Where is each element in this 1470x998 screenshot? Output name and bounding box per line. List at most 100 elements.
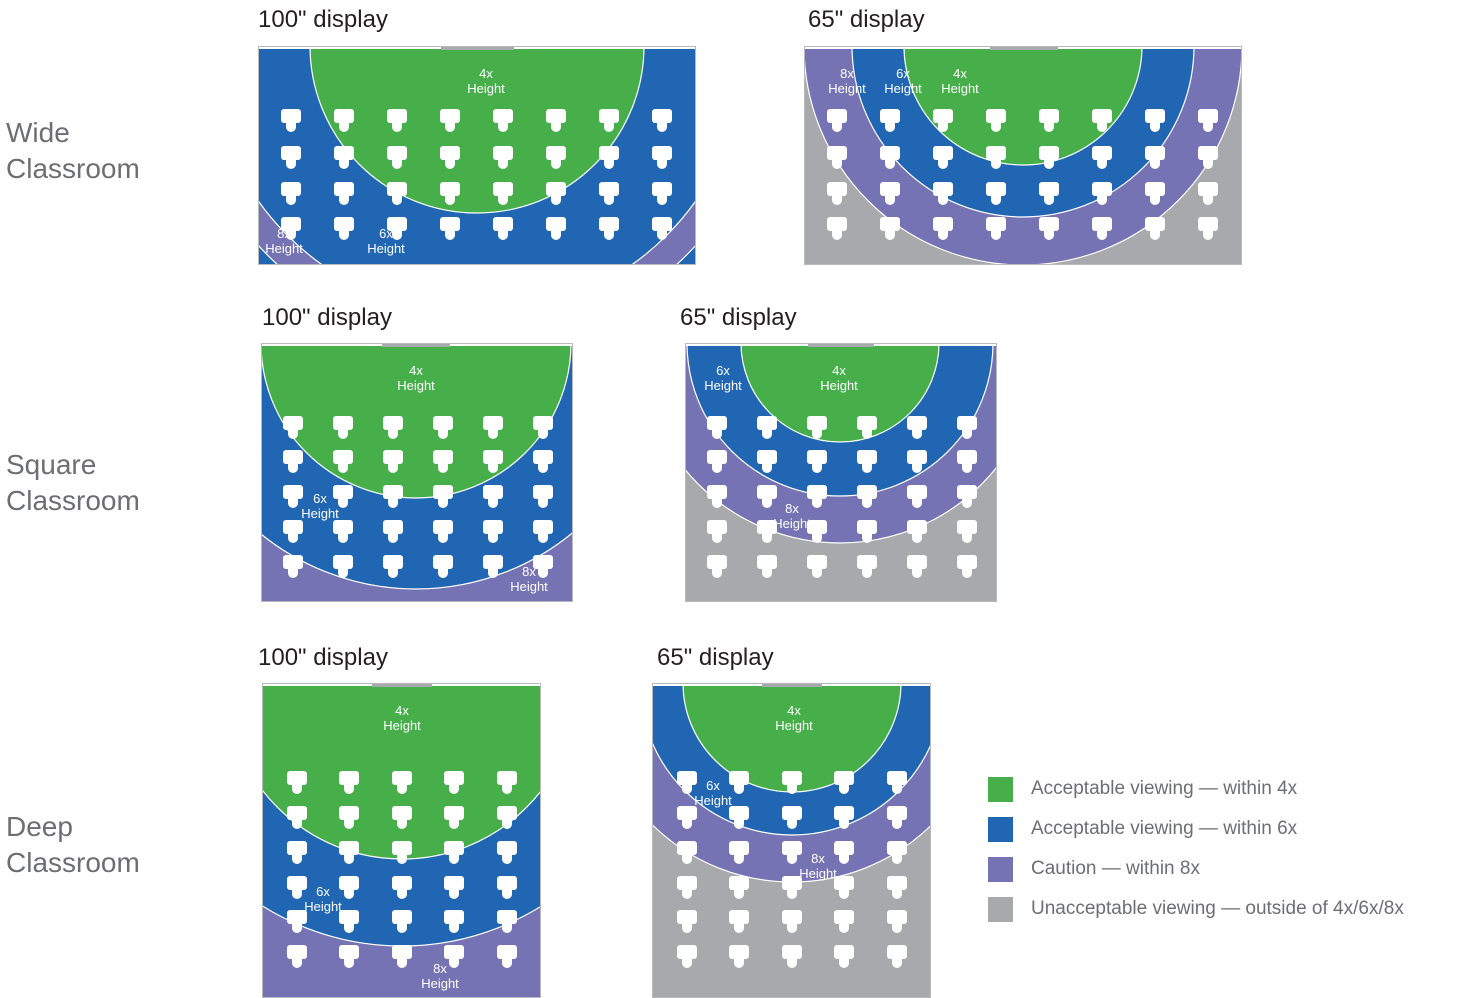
chair [339, 231, 349, 240]
chair [388, 499, 398, 508]
chair [502, 820, 512, 829]
chair [787, 890, 797, 899]
zone-height-word: Height [265, 241, 303, 256]
desk [392, 945, 412, 959]
diagram-title: 100" display [262, 304, 392, 331]
seat [599, 182, 619, 205]
row-label-square: Square Classroom [6, 447, 140, 519]
chair [538, 569, 548, 578]
chair [1044, 160, 1054, 169]
chair [962, 499, 972, 508]
seat [283, 485, 303, 508]
seat [807, 450, 827, 473]
seat [887, 806, 907, 829]
zone-height-word: Height [397, 378, 435, 393]
chair [762, 534, 772, 543]
chair [604, 160, 614, 169]
seat [887, 876, 907, 899]
desk [757, 555, 777, 569]
desk [383, 416, 403, 430]
desk [807, 416, 827, 430]
chair [938, 196, 948, 205]
seat [283, 555, 303, 578]
desk [827, 217, 847, 231]
chair [292, 890, 302, 899]
seat [807, 416, 827, 439]
chair [438, 430, 448, 439]
zone-height-word: Height [773, 516, 811, 531]
seat [497, 771, 517, 794]
seat [652, 182, 672, 205]
chair [445, 196, 455, 205]
chair [538, 430, 548, 439]
desk [807, 555, 827, 569]
chair [338, 464, 348, 473]
desk [533, 416, 553, 430]
chair [912, 464, 922, 473]
seat [383, 416, 403, 439]
desk [440, 182, 460, 196]
desk [782, 841, 802, 855]
room-border [258, 46, 696, 265]
chair [787, 959, 797, 968]
seat [444, 945, 464, 968]
seat [1039, 109, 1059, 132]
chair [892, 820, 902, 829]
desk [834, 806, 854, 820]
chair [438, 464, 448, 473]
desk [729, 771, 749, 785]
chair [712, 569, 722, 578]
zone-multiplier: 4x [832, 363, 846, 378]
seat [729, 876, 749, 899]
seat [1145, 109, 1165, 132]
chair [339, 196, 349, 205]
desk [283, 555, 303, 569]
desk [493, 182, 513, 196]
desk [827, 109, 847, 123]
row-label-line: Deep [6, 811, 73, 842]
seat [1198, 217, 1218, 240]
desk [493, 109, 513, 123]
seat [857, 485, 877, 508]
chair [397, 890, 407, 899]
chair [502, 924, 512, 933]
chair [885, 196, 895, 205]
desk [1198, 146, 1218, 160]
chair [449, 820, 459, 829]
zone-height-word: Height [704, 378, 742, 393]
diagram-title: 65" display [680, 304, 797, 331]
seat [782, 945, 802, 968]
desk [652, 146, 672, 160]
desk [729, 945, 749, 959]
chair [286, 196, 296, 205]
chair [604, 196, 614, 205]
desk [1198, 182, 1218, 196]
seat [807, 485, 827, 508]
seat [440, 182, 460, 205]
legend: Acceptable viewing — within 4x Acceptabl… [988, 769, 1404, 929]
chair [286, 160, 296, 169]
chair [604, 123, 614, 132]
desk [444, 910, 464, 924]
desk [433, 555, 453, 569]
desk [1039, 217, 1059, 231]
seat [857, 450, 877, 473]
chair [734, 820, 744, 829]
desk [834, 841, 854, 855]
desk [433, 416, 453, 430]
chair [657, 231, 667, 240]
seat [729, 771, 749, 794]
desk [287, 841, 307, 855]
chair [538, 499, 548, 508]
seat [1198, 146, 1218, 169]
desk [880, 217, 900, 231]
seat [483, 450, 503, 473]
chair [885, 123, 895, 132]
legend-label: Acceptable viewing — within 6x [1031, 818, 1298, 839]
seat [957, 520, 977, 543]
desk [387, 109, 407, 123]
display-screen [382, 343, 450, 347]
chair [832, 160, 842, 169]
chair [488, 430, 498, 439]
